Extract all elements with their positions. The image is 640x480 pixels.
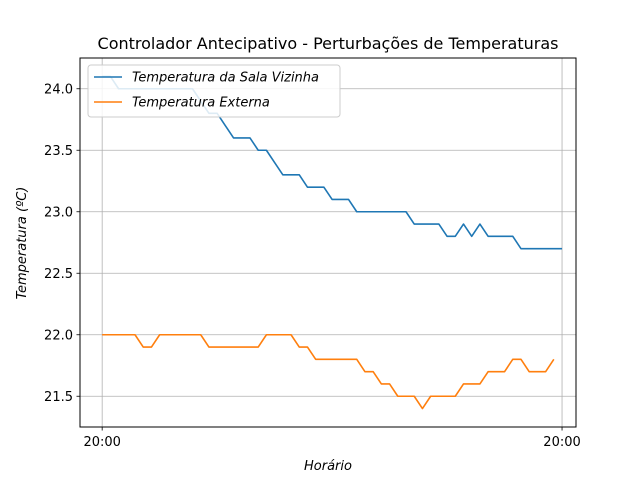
- x-tick-label: 20:00: [543, 435, 580, 450]
- y-tick-label: 21.5: [44, 390, 73, 405]
- legend-box: [87, 64, 341, 118]
- plot-area-frame: [79, 57, 577, 428]
- y-tick-label: 22.0: [44, 328, 73, 343]
- y-tick-label: 22.5: [44, 267, 73, 282]
- x-axis-label: Horário: [304, 459, 352, 474]
- legend: Temperatura da Sala Vizinha Temperatura E…: [87, 64, 341, 118]
- legend-label-2: Temperatura Externa: [132, 96, 270, 111]
- x-tick-label: 20:00: [83, 435, 120, 450]
- series-line-2: [102, 333, 555, 410]
- legend-label-1: Temperatura da Sala Vizinha: [132, 71, 319, 86]
- series-layer: [102, 75, 563, 410]
- chart-title: Controlador Antecipativo - Perturbações …: [98, 34, 559, 53]
- y-axis-label: Temperatura (ºC): [15, 187, 30, 300]
- ticks: 21.5 22.0 22.5 23.0 23.5 24.0 20:00 20:00: [44, 82, 581, 450]
- y-tick-label: 23.5: [44, 144, 73, 159]
- y-tick-label: 23.0: [44, 205, 73, 220]
- y-tick-label: 24.0: [44, 82, 73, 97]
